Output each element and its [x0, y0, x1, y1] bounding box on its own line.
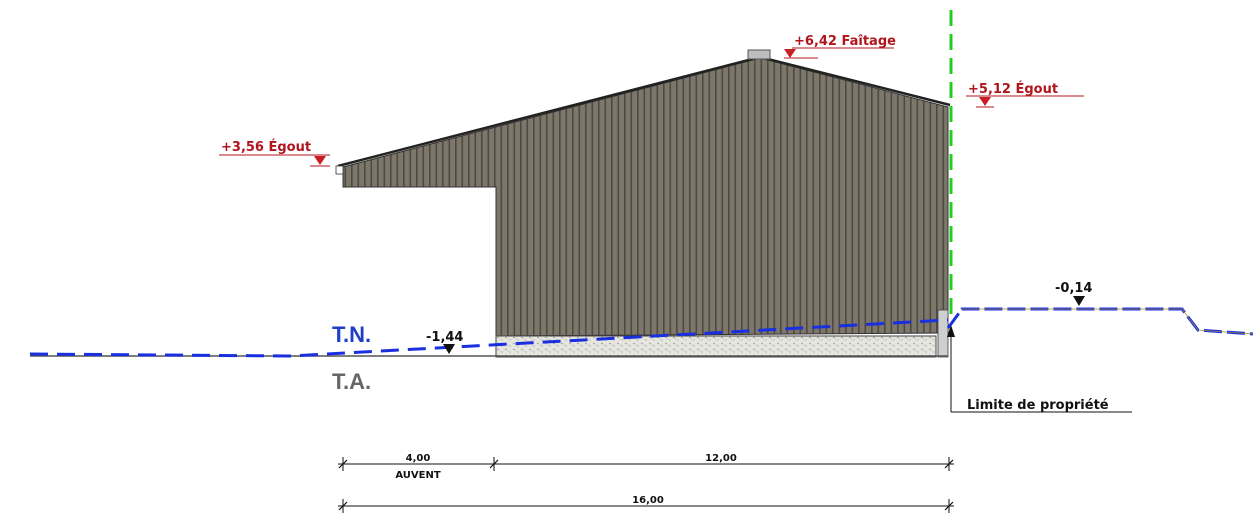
level-marker-egout-left: +3,56 Égout — [219, 139, 330, 167]
auvent-dimension-label: AUVENT — [395, 470, 440, 481]
level-triangle-icon — [979, 97, 991, 106]
level-triangle-icon — [1073, 296, 1085, 306]
level-marker-egout-right: +5,12 Égout — [966, 81, 1084, 108]
level-triangle-icon — [784, 49, 796, 58]
dimension-row-2: 16,00 — [338, 495, 954, 513]
property-limit-label: Limite de propriété — [967, 398, 1109, 413]
tn-terrain-line — [29, 318, 949, 358]
gutter-left — [335, 165, 344, 175]
total-dimension-value: 16,00 — [632, 495, 664, 506]
egout-right-level-text: +5,12 Égout — [968, 81, 1058, 97]
level-marker-tn-right: -0,14 — [1055, 281, 1092, 306]
chimney — [747, 49, 771, 60]
tn-terrain-right-inner — [962, 308, 1253, 335]
dimension-row-1: 4,00 AUVENT 12,00 — [338, 453, 954, 481]
building-elevation — [335, 49, 951, 358]
ta-label: T.A. — [332, 369, 371, 394]
building-cladding — [342, 57, 949, 337]
foundation-slab — [495, 335, 937, 358]
egout-left-level-text: +3,56 Égout — [221, 139, 311, 155]
level-triangle-icon — [314, 156, 326, 165]
downpipe — [937, 309, 949, 358]
level-marker-tn-left: -1,44 — [426, 330, 463, 354]
tn-terrain-right — [946, 307, 1253, 336]
auvent-dimension-value: 4,00 — [406, 453, 431, 464]
arrow-up-icon — [947, 325, 955, 337]
tn-left-level-text: -1,44 — [426, 330, 463, 345]
level-marker-faitage: +6,42 Faîtage — [784, 34, 896, 59]
tn-label: T.N. — [332, 322, 371, 347]
tn-right-level-text: -0,14 — [1055, 281, 1092, 296]
faitage-level-text: +6,42 Faîtage — [794, 34, 896, 49]
building-dimension-value: 12,00 — [705, 453, 737, 464]
property-limit-callout: Limite de propriété — [947, 325, 1132, 413]
level-triangle-icon — [443, 344, 455, 354]
